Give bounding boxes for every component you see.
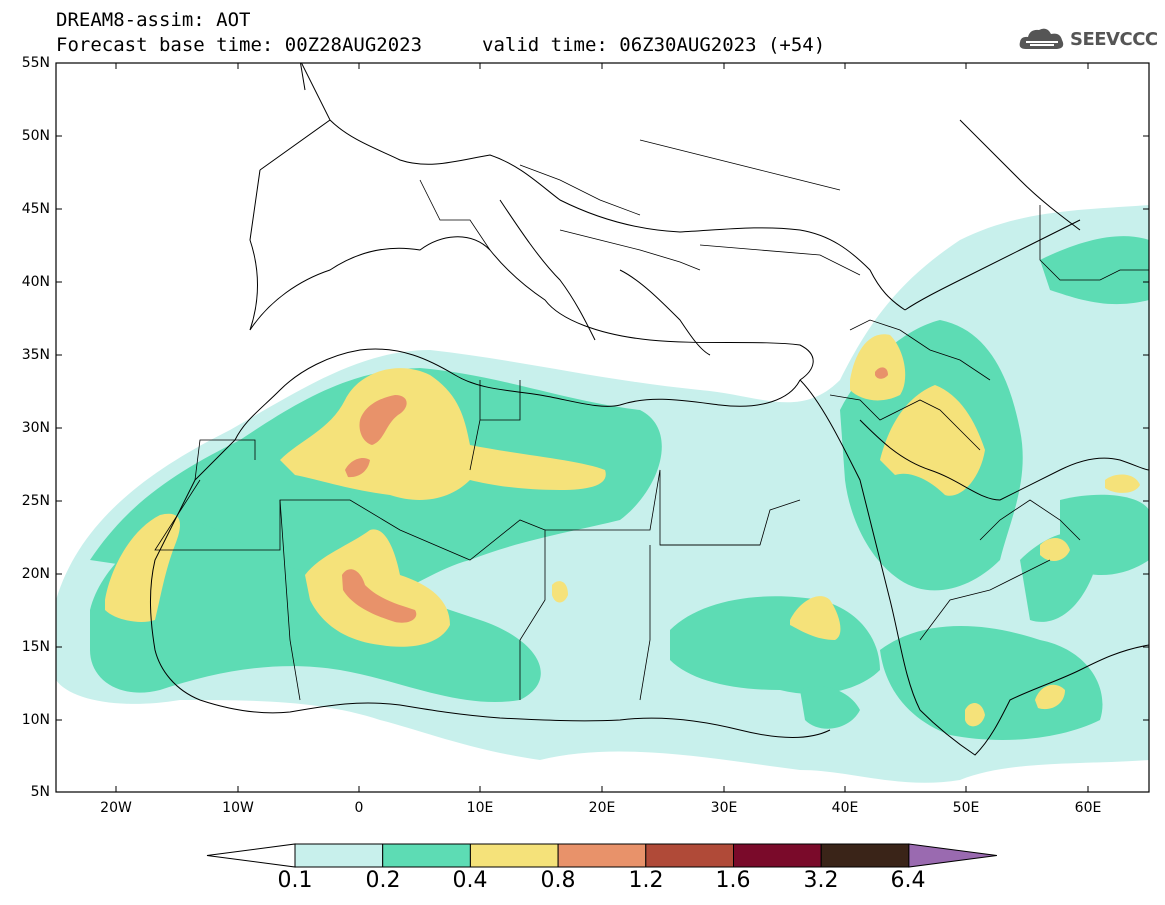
lat-label: 25N xyxy=(21,493,50,509)
lon-label: 50E xyxy=(952,800,980,816)
aot-contour-0-8 xyxy=(342,367,888,623)
colorbar-label: 0.1 xyxy=(277,868,313,893)
lat-label: 20N xyxy=(21,566,50,582)
colorbar-label: 3.2 xyxy=(803,868,839,893)
lon-label: 0 xyxy=(354,800,364,816)
lon-label: 20W xyxy=(100,800,132,816)
lat-label: 30N xyxy=(21,420,50,436)
coastlines xyxy=(150,63,1149,756)
lat-label: 35N xyxy=(21,347,50,363)
axis-ticks xyxy=(56,62,1149,793)
lat-label: 55N xyxy=(21,55,50,71)
valid-time: valid time: 06Z30AUG2023 (+54) xyxy=(482,34,826,56)
colorbar-label: 0.8 xyxy=(540,868,576,893)
colorbar-label: 0.2 xyxy=(365,868,401,893)
colorbar-label: 0.4 xyxy=(452,868,488,893)
lon-label: 30E xyxy=(710,800,738,816)
lat-label: 5N xyxy=(30,784,50,800)
forecast-base-time: Forecast base time: 00Z28AUG2023 xyxy=(56,34,423,56)
colorbar-label: 1.2 xyxy=(628,868,664,893)
colorbar-label: 1.6 xyxy=(715,868,751,893)
lon-label: 60E xyxy=(1074,800,1102,816)
lat-label: 40N xyxy=(21,274,50,290)
lon-label: 10W xyxy=(222,800,254,816)
seevccc-logo: SEEVCCC xyxy=(1018,24,1158,54)
country-borders xyxy=(154,139,1149,701)
map-title: DREAM8-assim: AOT xyxy=(56,9,251,31)
lon-label: 20E xyxy=(588,800,616,816)
lat-label: 50N xyxy=(21,128,50,144)
lat-label: 10N xyxy=(21,712,50,728)
lon-label: 10E xyxy=(466,800,494,816)
lat-label: 45N xyxy=(21,201,50,217)
colorbar-label: 6.4 xyxy=(890,868,926,893)
logo-text: SEEVCCC xyxy=(1070,28,1158,50)
lat-label: 15N xyxy=(21,639,50,655)
lon-label: 40E xyxy=(831,800,859,816)
cloud-logo-icon xyxy=(1019,28,1064,49)
